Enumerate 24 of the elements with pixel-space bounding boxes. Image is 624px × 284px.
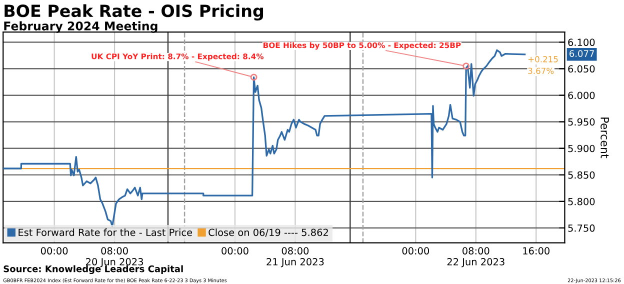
x-tick-label: 08:00 21 Jun 2023 [266, 247, 324, 268]
y-tick-label: 5.900 [568, 144, 595, 152]
x-tick-label: 00:00 [402, 247, 430, 255]
y-tick-label: 6.100 [568, 38, 595, 46]
legend-label: Est Forward Rate for the - Last Price [18, 228, 192, 236]
y-tick-label: 5.800 [568, 198, 595, 206]
x-tick-label: 00:00 [40, 247, 68, 255]
x-tick-label: 00:00 [222, 247, 248, 255]
y-tick-label: 5.750 [568, 224, 595, 232]
x-tick-label: 16:00 [523, 247, 550, 255]
annotation: 3.67% [528, 68, 554, 74]
y-tick-label: 6.000 [568, 92, 595, 100]
source-note: Source: Knowledge Leaders Capital [4, 265, 183, 274]
y-tick-label: 6.050 [568, 65, 595, 73]
y-tick-label: 5.950 [568, 118, 595, 126]
annotation: +0.215 [528, 56, 558, 62]
line-series [3, 49, 526, 228]
y-tick-label: 5.850 [568, 171, 595, 179]
text: 6.077 [570, 50, 594, 58]
legend-label: Close on 06/19 ---- 5.862 [208, 228, 328, 237]
x-tick-label: 08:00 22 Jun 2023 [447, 247, 504, 268]
chart-title: BOE Peak Rate - OIS Pricing [4, 4, 264, 21]
y-axis-title: Percent [600, 118, 609, 158]
chart-subtitle: February 2024 Meeting [4, 21, 158, 33]
